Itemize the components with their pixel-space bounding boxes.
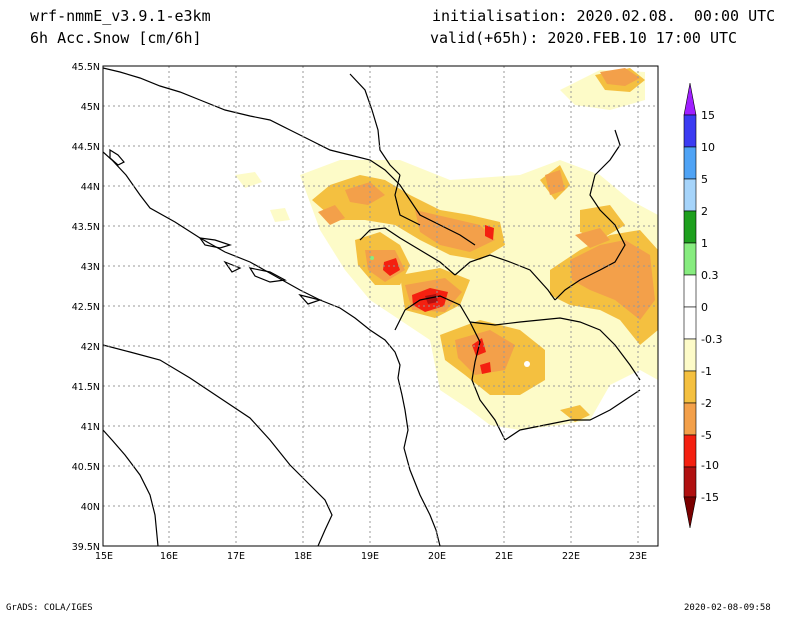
grid-lines — [103, 66, 658, 546]
x-tick-label: 20E — [428, 551, 446, 562]
colorbar-label: 1 — [701, 237, 708, 250]
y-tick-label: 44.5N — [72, 142, 100, 153]
y-axis-labels: 45.5N 45N 44.5N 44N 43.5N 43N 42.5N 42N … — [72, 62, 100, 553]
colorbar-label: 2 — [701, 205, 708, 218]
init-time: initialisation: 2020.02.08. 00:00 UTC — [432, 7, 776, 25]
colorbar-swatch — [683, 306, 697, 340]
x-tick-label: 21E — [495, 551, 513, 562]
colorbar-swatch — [683, 338, 697, 372]
y-tick-label: 41N — [81, 422, 100, 433]
colorbar-top-arrow — [683, 82, 697, 116]
colorbar-swatch — [683, 274, 697, 308]
y-tick-label: 40N — [81, 502, 100, 513]
colorbar-label: -15 — [701, 491, 719, 504]
coastlines-borders — [103, 67, 641, 546]
colorbar-swatch — [683, 466, 697, 498]
x-tick-label: 18E — [294, 551, 312, 562]
y-tick-label: 44N — [81, 182, 100, 193]
snow-field — [235, 68, 658, 430]
x-tick-label: 19E — [361, 551, 379, 562]
y-tick-label: 41.5N — [72, 382, 100, 393]
x-tick-label: 16E — [160, 551, 178, 562]
model-title: wrf-nmmE_v3.9.1-e3km — [30, 7, 211, 25]
colorbar-label: 15 — [701, 109, 715, 122]
x-tick-label: 22E — [562, 551, 580, 562]
colorbar-label: -2 — [701, 397, 712, 410]
colorbar-label: 0.3 — [701, 269, 719, 282]
y-tick-label: 45N — [81, 102, 100, 113]
y-tick-label: 45.5N — [72, 62, 100, 73]
colorbar-swatch — [683, 178, 697, 212]
x-tick-label: 17E — [227, 551, 245, 562]
colorbar-swatch — [683, 434, 697, 468]
colorbar-swatch — [683, 370, 697, 404]
x-tick-label: 23E — [629, 551, 647, 562]
plot-frame — [102, 65, 659, 547]
colorbar-swatch — [683, 242, 697, 276]
colorbar: 15 10 5 2 1 0.3 0 -0.3 -1 -2 -5 -10 -15 — [683, 82, 722, 529]
colorbar-label: -1 — [701, 365, 712, 378]
colorbar-swatch — [683, 114, 697, 148]
colorbar-swatch — [683, 210, 697, 244]
y-tick-label: 43.5N — [72, 222, 100, 233]
y-tick-label: 39.5N — [72, 542, 100, 553]
footer-timestamp: 2020-02-08-09:58 — [684, 603, 771, 613]
y-tick-label: 42N — [81, 342, 100, 353]
y-tick-label: 43N — [81, 262, 100, 273]
x-tick-label: 15E — [95, 551, 113, 562]
colorbar-label: -0.3 — [701, 333, 722, 346]
y-tick-label: 42.5N — [72, 302, 100, 313]
colorbar-swatch — [683, 402, 697, 436]
field-title: 6h Acc.Snow [cm/6h] — [30, 29, 202, 47]
colorbar-labels: 15 10 5 2 1 0.3 0 -0.3 -1 -2 -5 -10 -15 — [701, 109, 722, 504]
valid-time: valid(+65h): 2020.FEB.10 17:00 UTC — [430, 29, 738, 47]
colorbar-label: 5 — [701, 173, 708, 186]
x-axis-labels: 15E 16E 17E 18E 19E 20E 21E 22E 23E — [95, 551, 647, 562]
colorbar-label: -10 — [701, 459, 719, 472]
colorbar-label: -5 — [701, 429, 712, 442]
colorbar-bottom-arrow — [683, 496, 697, 529]
footer-credit: GrADS: COLA/IGES — [6, 603, 93, 613]
colorbar-label: 10 — [701, 141, 715, 154]
y-tick-label: 40.5N — [72, 462, 100, 473]
colorbar-label: 0 — [701, 301, 708, 314]
colorbar-swatch — [683, 146, 697, 180]
